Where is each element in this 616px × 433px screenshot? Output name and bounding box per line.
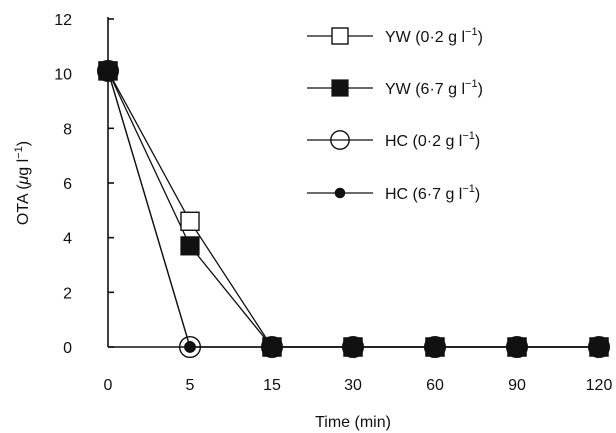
legend-item: YW (0·2 g l−1): [307, 26, 483, 46]
legend-label: HC (6·7 g l−1): [385, 183, 480, 203]
series-lines: [107, 70, 599, 348]
data-point-filled-square: [180, 236, 200, 256]
legend-marker-filled-circle: [334, 187, 346, 199]
x-tick-label: 90: [508, 377, 526, 394]
legend-marker-open-circle: [330, 130, 350, 150]
y-tick-label: 0: [63, 340, 72, 357]
series-line-3: [107, 70, 599, 348]
legend-label: HC (0·2 g l−1): [385, 130, 480, 150]
y-tick-label: 6: [63, 176, 72, 193]
data-point-filled-circle: [266, 341, 278, 353]
legend-label: YW (6·7 g l−1): [385, 78, 483, 98]
data-point-filled-circle: [511, 341, 523, 353]
y-tick-label: 2: [63, 285, 72, 302]
y-tick-label: 10: [54, 67, 72, 84]
series-line-2: [107, 70, 599, 348]
y-tick-label: 4: [63, 231, 72, 248]
legend-item: HC (6·7 g l−1): [307, 183, 480, 203]
axes: [107, 17, 600, 348]
legend-marker-open-square: [331, 27, 349, 45]
x-axis-title: Time (min): [315, 414, 391, 431]
x-tick-label: 120: [586, 377, 613, 394]
series-line-1: [107, 70, 599, 348]
data-point-filled-circle: [429, 341, 441, 353]
markers: [96, 59, 611, 359]
legend-marker-filled-square: [331, 79, 349, 97]
legend-item: HC (0·2 g l−1): [307, 130, 480, 150]
y-axis-title: OTA (μg l−1): [13, 141, 32, 225]
data-point-open-circle: [260, 335, 284, 359]
x-tick-label: 5: [186, 377, 195, 394]
data-point-open-circle: [423, 335, 447, 359]
data-point-open-circle: [505, 335, 529, 359]
data-point-open-square: [180, 211, 200, 231]
x-tick-label: 60: [426, 377, 444, 394]
data-point-open-circle: [341, 335, 365, 359]
data-point-filled-circle: [593, 341, 605, 353]
series-line-4: [107, 70, 599, 348]
x-tick-label: 15: [263, 377, 281, 394]
legend: YW (0·2 g l−1) YW (6·7 g l−1) HC (0·2 g l−…: [307, 26, 483, 203]
legend-item: YW (6·7 g l−1): [307, 78, 483, 98]
legend-label: YW (0·2 g l−1): [385, 26, 483, 46]
y-tick-label: 12: [54, 12, 72, 29]
data-point-filled-circle: [102, 65, 114, 77]
data-point-filled-circle: [184, 341, 196, 353]
x-tick-label: 0: [104, 377, 113, 394]
data-point-open-circle: [178, 335, 202, 359]
y-tick-label: 8: [63, 121, 72, 138]
data-point-open-circle: [96, 59, 120, 82]
data-point-open-circle: [587, 335, 611, 359]
data-point-filled-circle: [347, 341, 359, 353]
x-tick-label: 30: [344, 377, 362, 394]
